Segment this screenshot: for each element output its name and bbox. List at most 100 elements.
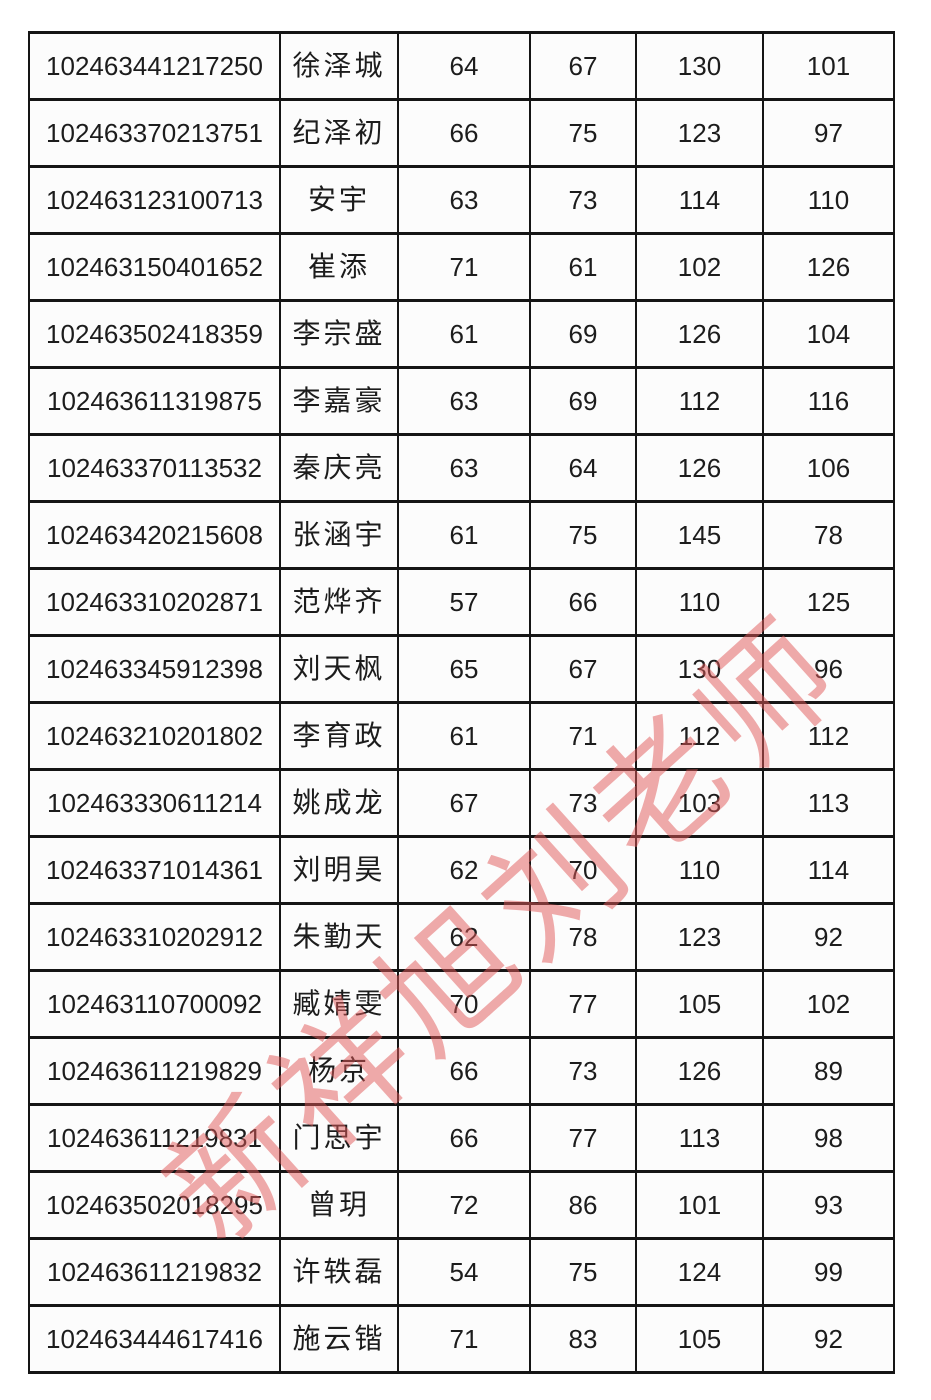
candidate-id-cell: 102463150401652	[28, 232, 281, 302]
score-3-cell: 103	[635, 768, 764, 838]
score-3-cell: 126	[635, 299, 764, 369]
candidate-id-cell: 102463441217250	[28, 31, 281, 101]
score-1-cell: 72	[397, 1170, 531, 1240]
score-3-cell: 123	[635, 902, 764, 972]
score-4-cell: 116	[762, 366, 895, 436]
table-row: 102463345912398 刘天枫 65 67 130 96	[28, 634, 895, 704]
score-4-cell: 125	[762, 567, 895, 637]
table-row: 102463444617416 施云锴 71 83 105 92	[28, 1304, 895, 1374]
table-row: 102463611219832 许轶磊 54 75 124 99	[28, 1237, 895, 1307]
score-3-cell: 126	[635, 433, 764, 503]
score-1-cell: 66	[397, 98, 531, 168]
score-2-cell: 67	[529, 31, 637, 101]
score-1-cell: 66	[397, 1036, 531, 1106]
score-4-cell: 93	[762, 1170, 895, 1240]
table-row: 102463370113532 秦庆亮 63 64 126 106	[28, 433, 895, 503]
name-cell: 臧婧雯	[279, 969, 399, 1039]
score-1-cell: 63	[397, 433, 531, 503]
score-4-cell: 113	[762, 768, 895, 838]
score-4-cell: 104	[762, 299, 895, 369]
table-row: 102463123100713 安宇 63 73 114 110	[28, 165, 895, 235]
score-3-cell: 145	[635, 500, 764, 570]
score-1-cell: 70	[397, 969, 531, 1039]
score-2-cell: 71	[529, 701, 637, 771]
name-cell: 纪泽初	[279, 98, 399, 168]
table-row: 102463310202912 朱勤天 62 78 123 92	[28, 902, 895, 972]
name-cell: 姚成龙	[279, 768, 399, 838]
score-table: 102463441217250 徐泽城 64 67 130 101 102463370213…	[28, 31, 895, 1374]
candidate-id-cell: 102463370213751	[28, 98, 281, 168]
score-4-cell: 99	[762, 1237, 895, 1307]
score-2-cell: 75	[529, 500, 637, 570]
name-cell: 李宗盛	[279, 299, 399, 369]
score-3-cell: 130	[635, 31, 764, 101]
score-3-cell: 105	[635, 969, 764, 1039]
name-cell: 崔添	[279, 232, 399, 302]
score-1-cell: 67	[397, 768, 531, 838]
score-4-cell: 97	[762, 98, 895, 168]
table-row: 102463611219829 杨京 66 73 126 89	[28, 1036, 895, 1106]
score-4-cell: 110	[762, 165, 895, 235]
score-3-cell: 112	[635, 701, 764, 771]
score-1-cell: 66	[397, 1103, 531, 1173]
score-1-cell: 61	[397, 299, 531, 369]
name-cell: 朱勤天	[279, 902, 399, 972]
score-2-cell: 77	[529, 969, 637, 1039]
score-1-cell: 54	[397, 1237, 531, 1307]
candidate-id-cell: 102463420215608	[28, 500, 281, 570]
candidate-id-cell: 102463611219832	[28, 1237, 281, 1307]
table-row: 102463370213751 纪泽初 66 75 123 97	[28, 98, 895, 168]
score-2-cell: 73	[529, 768, 637, 838]
name-cell: 许轶磊	[279, 1237, 399, 1307]
candidate-id-cell: 102463123100713	[28, 165, 281, 235]
score-1-cell: 62	[397, 902, 531, 972]
candidate-id-cell: 102463502418359	[28, 299, 281, 369]
name-cell: 刘明昊	[279, 835, 399, 905]
candidate-id-cell: 102463611319875	[28, 366, 281, 436]
score-4-cell: 106	[762, 433, 895, 503]
score-3-cell: 123	[635, 98, 764, 168]
name-cell: 安宇	[279, 165, 399, 235]
score-1-cell: 65	[397, 634, 531, 704]
candidate-id-cell: 102463345912398	[28, 634, 281, 704]
score-3-cell: 101	[635, 1170, 764, 1240]
score-1-cell: 71	[397, 232, 531, 302]
score-1-cell: 61	[397, 701, 531, 771]
table-row: 102463502018295 曾玥 72 86 101 93	[28, 1170, 895, 1240]
table-row: 102463210201802 李育政 61 71 112 112	[28, 701, 895, 771]
table-row: 102463611219831 门思宇 66 77 113 98	[28, 1103, 895, 1173]
name-cell: 曾玥	[279, 1170, 399, 1240]
score-2-cell: 73	[529, 165, 637, 235]
score-4-cell: 92	[762, 902, 895, 972]
score-4-cell: 96	[762, 634, 895, 704]
candidate-id-cell: 102463310202912	[28, 902, 281, 972]
score-3-cell: 126	[635, 1036, 764, 1106]
score-table-body: 102463441217250 徐泽城 64 67 130 101 102463370213…	[28, 31, 895, 1374]
candidate-id-cell: 102463611219831	[28, 1103, 281, 1173]
table-row: 102463441217250 徐泽城 64 67 130 101	[28, 31, 895, 101]
score-3-cell: 130	[635, 634, 764, 704]
score-4-cell: 98	[762, 1103, 895, 1173]
score-3-cell: 102	[635, 232, 764, 302]
candidate-id-cell: 102463371014361	[28, 835, 281, 905]
score-4-cell: 126	[762, 232, 895, 302]
score-1-cell: 61	[397, 500, 531, 570]
name-cell: 秦庆亮	[279, 433, 399, 503]
name-cell: 施云锴	[279, 1304, 399, 1374]
score-3-cell: 112	[635, 366, 764, 436]
table-row: 102463310202871 范烨齐 57 66 110 125	[28, 567, 895, 637]
score-2-cell: 67	[529, 634, 637, 704]
score-3-cell: 110	[635, 835, 764, 905]
score-3-cell: 105	[635, 1304, 764, 1374]
score-1-cell: 63	[397, 165, 531, 235]
score-1-cell: 64	[397, 31, 531, 101]
score-4-cell: 101	[762, 31, 895, 101]
score-4-cell: 112	[762, 701, 895, 771]
name-cell: 李育政	[279, 701, 399, 771]
table-row: 102463502418359 李宗盛 61 69 126 104	[28, 299, 895, 369]
score-2-cell: 78	[529, 902, 637, 972]
table-row: 102463611319875 李嘉豪 63 69 112 116	[28, 366, 895, 436]
score-2-cell: 69	[529, 299, 637, 369]
score-2-cell: 77	[529, 1103, 637, 1173]
